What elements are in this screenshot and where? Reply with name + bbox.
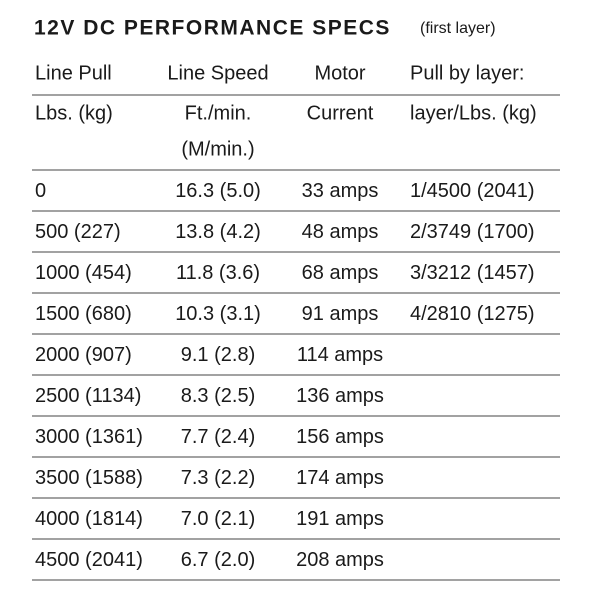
table-cell: 91 amps: [302, 303, 379, 325]
table-cell: 68 amps: [302, 262, 379, 284]
table-cell: 48 amps: [302, 221, 379, 243]
table-cell: 13.8 (4.2): [175, 221, 261, 243]
table-cell: 3/3212 (1457): [410, 262, 535, 284]
table-cell: 4000 (1814): [35, 508, 143, 530]
table-cell: 33 amps: [302, 180, 379, 202]
table-cell: 8.3 (2.5): [181, 385, 255, 407]
header-cell: Current: [307, 102, 374, 124]
header-cell: layer/Lbs. (kg): [410, 102, 537, 124]
header-cell: Line Speed: [167, 62, 268, 84]
header-cell: (M/min.): [181, 138, 254, 160]
table-cell: 3000 (1361): [35, 426, 143, 448]
header-cell: Line Pull: [35, 62, 112, 84]
subtitle: (first layer): [420, 20, 496, 37]
table-cell: 174 amps: [296, 467, 384, 489]
table-cell: 2/3749 (1700): [410, 221, 535, 243]
table-cell: 7.3 (2.2): [181, 467, 255, 489]
header-cell: Motor: [314, 62, 365, 84]
table-cell: 16.3 (5.0): [175, 180, 261, 202]
table-cell: 9.1 (2.8): [181, 344, 255, 366]
table-cell: 500 (227): [35, 221, 121, 243]
table-cell: 6.7 (2.0): [181, 549, 255, 571]
table-cell: 0: [35, 180, 46, 202]
table-cell: 136 amps: [296, 385, 384, 407]
table-cell: 10.3 (3.1): [175, 303, 261, 325]
table-cell: 4/2810 (1275): [410, 303, 535, 325]
table-cell: 2000 (907): [35, 344, 132, 366]
table-cell: 1/4500 (2041): [410, 180, 535, 202]
table-cell: 1500 (680): [35, 303, 132, 325]
header-cell: Pull by layer:: [410, 62, 525, 84]
title: 12V DC PERFORMANCE SPECS: [34, 17, 391, 40]
table-cell: 191 amps: [296, 508, 384, 530]
table-cell: 7.7 (2.4): [181, 426, 255, 448]
table-cell: 4500 (2041): [35, 549, 143, 571]
table-cell: 7.0 (2.1): [181, 508, 255, 530]
table-cell: 11.8 (3.6): [176, 262, 260, 284]
table-cell: 156 amps: [296, 426, 384, 448]
table-cell: 114 amps: [297, 344, 383, 366]
table-cell: 208 amps: [296, 549, 384, 571]
table-cell: 1000 (454): [35, 262, 132, 284]
header-cell: Ft./min.: [185, 102, 252, 124]
table-cell: 2500 (1134): [35, 385, 141, 407]
header-cell: Lbs. (kg): [35, 102, 113, 124]
table-cell: 3500 (1588): [35, 467, 143, 489]
